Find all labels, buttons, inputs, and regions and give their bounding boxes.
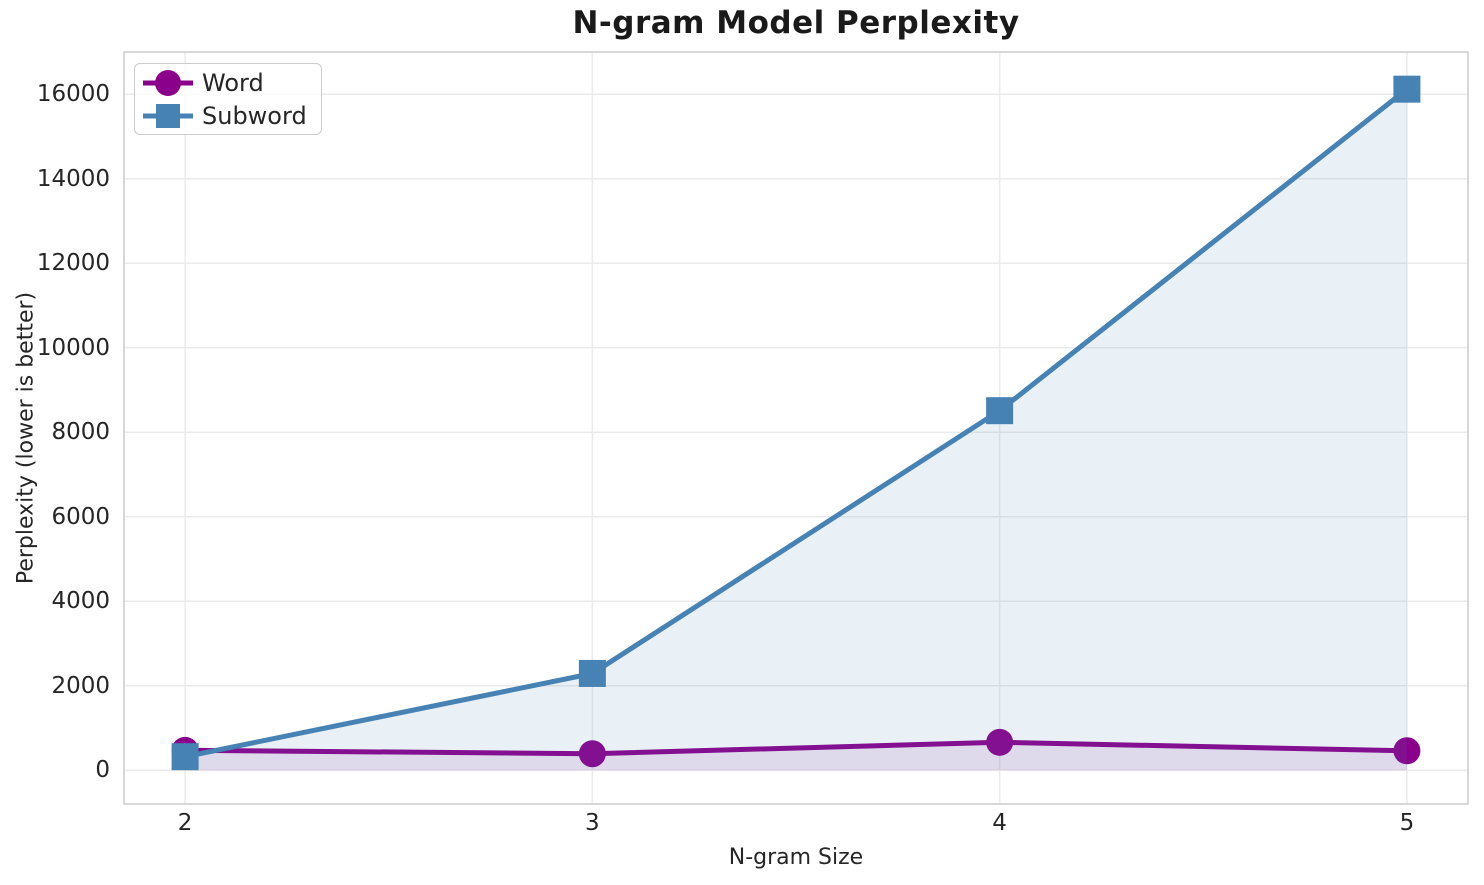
subword-data-point [986, 397, 1014, 425]
subword-data-point [578, 659, 606, 687]
word-area-fill [185, 742, 1407, 771]
word-data-point [986, 728, 1014, 756]
x-tick-label: 4 [992, 810, 1007, 836]
legend-label: Word [202, 68, 264, 97]
y-tick-label: 14000 [36, 165, 110, 192]
subword-data-point [1393, 75, 1421, 103]
legend-label: Subword [202, 101, 307, 130]
subword-data-point [171, 743, 199, 771]
x-tick-label: 3 [585, 810, 600, 836]
word-data-point [1393, 737, 1421, 765]
legend-item-subword: Subword [143, 99, 307, 132]
y-axis-label: Perplexity (lower is better) [13, 291, 39, 585]
subword-area-fill [185, 89, 1407, 771]
word-data-point [578, 740, 606, 768]
y-tick-label: 4000 [51, 588, 110, 615]
y-tick-label: 10000 [36, 334, 110, 361]
y-tick-label: 8000 [51, 419, 110, 446]
x-axis-label: N-gram Size [728, 845, 864, 870]
y-tick-label: 16000 [36, 81, 110, 108]
legend: Word Subword [134, 63, 322, 135]
x-tick-label: 2 [177, 810, 193, 836]
y-tick-label: 6000 [51, 503, 110, 530]
word-legend-marker [143, 69, 193, 96]
word-line [182, 739, 1410, 757]
chart-title: N-gram Model Perplexity [572, 5, 1020, 41]
y-tick-label: 2000 [51, 672, 110, 699]
y-tick-label: 0 [95, 757, 110, 784]
subword-line [182, 86, 1410, 760]
legend-item-word: Word [143, 66, 307, 99]
y-tick-label: 12000 [36, 250, 110, 277]
subword-legend-marker [143, 103, 193, 128]
x-tick-label: 5 [1399, 810, 1415, 836]
axes-border [123, 51, 1469, 805]
